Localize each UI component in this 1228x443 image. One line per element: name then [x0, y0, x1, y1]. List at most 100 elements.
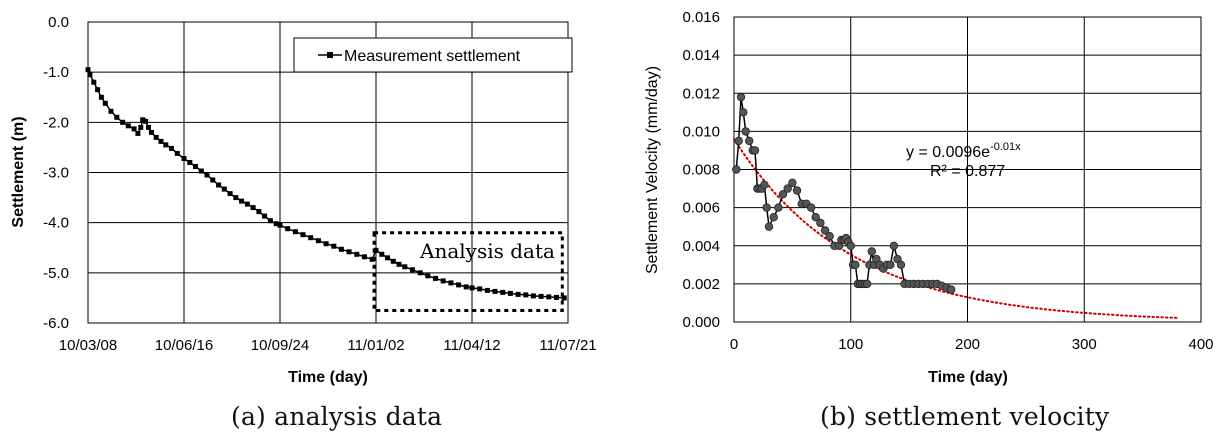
chart-a-data-point — [507, 290, 513, 296]
chart-a-data-point — [221, 186, 227, 192]
chart-b-y-tick-label: 0.014 — [682, 47, 720, 64]
settlement-chart: 10/03/08 10/06/16 10/09/24 11/01/02 11/04/12… — [10, 14, 597, 386]
chart-b-data-point — [886, 260, 895, 269]
chart-a-data-point — [338, 246, 344, 252]
chart-b-data-point — [846, 241, 855, 250]
chart-b-y-tick-label: 0.012 — [682, 85, 720, 102]
chart-a-y-tick-label: -3.0 — [43, 165, 69, 182]
chart-b-y-tick-label: 0.002 — [682, 276, 720, 293]
legend-marker-square — [327, 52, 333, 58]
chart-a-data-point — [323, 241, 329, 247]
trendline-r-squared: R² = 0.877 — [930, 163, 1005, 180]
chart-b-data-point — [750, 146, 760, 155]
chart-a-data-point — [273, 221, 279, 227]
chart-a-data-point — [410, 267, 415, 273]
chart-a-data-point — [500, 289, 506, 295]
chart-b-data-point — [820, 226, 830, 235]
chart-a-x-tick-label: 11/07/21 — [539, 337, 596, 354]
chart-a-data-point — [140, 117, 146, 123]
chart-a-data-point — [538, 293, 544, 299]
chart-a-data-point — [530, 293, 536, 299]
chart-b-data-point — [760, 180, 769, 189]
chart-a-data-point — [244, 201, 250, 207]
chart-a-data-point — [131, 126, 137, 132]
chart-a-data-point — [227, 191, 233, 197]
chart-b-x-tick-label: 400 — [1188, 336, 1213, 353]
chart-b-tick-labels: 0 100 200 300 400 0.000 0.002 0.004 0.006 0.008 0.… — [682, 9, 1213, 353]
settlement-velocity-chart: 0 100 200 300 400 0.000 0.002 0.004 0.006 0.008 0.… — [644, 9, 1214, 386]
chart-b-data-point — [741, 127, 750, 136]
chart-a-data-point — [385, 255, 390, 261]
chart-a-series-path — [87, 69, 565, 299]
chart-a-data-point — [198, 168, 204, 174]
chart-a-data-point — [95, 87, 101, 93]
trendline-path — [733, 138, 1179, 319]
chart-a-data-point — [417, 270, 423, 276]
chart-a-data-point — [561, 295, 567, 301]
chart-a-data-point — [146, 124, 151, 130]
chart-a-data-point — [292, 229, 298, 235]
chart-a-data-point — [300, 232, 306, 238]
chart-a-data-point — [369, 256, 375, 262]
chart-a-y-tick-label: -5.0 — [43, 265, 69, 282]
chart-b-data-point — [806, 203, 816, 212]
trendline-equation: y = 0.0096e-0.01x — [906, 141, 1021, 161]
chart-a-x-tick-label: 10/03/08 — [59, 337, 117, 354]
chart-a-data-point — [216, 182, 222, 188]
chart-a-x-tick-label: 10/09/24 — [251, 337, 309, 354]
chart-a-data-point — [331, 243, 337, 249]
trendline-equation-exponent: -0.01x — [990, 141, 1021, 153]
chart-b-series-line — [735, 96, 952, 291]
chart-a-data-point — [277, 222, 283, 228]
chart-a-data-point — [402, 264, 408, 270]
chart-a-data-point — [463, 284, 469, 290]
chart-a-y-tick-label: 0.0 — [48, 14, 69, 31]
chart-a-y-tick-label: -6.0 — [43, 315, 69, 332]
chart-a-data-point — [85, 67, 91, 73]
chart-a-data-point — [169, 145, 174, 151]
chart-a-data-point — [153, 134, 159, 140]
chart-a-data-point — [285, 226, 291, 232]
chart-b-data-point — [762, 203, 771, 212]
chart-a-data-point — [204, 172, 210, 178]
caption-a: (a) analysis data — [231, 402, 443, 431]
chart-b-data-point — [811, 212, 820, 222]
chart-a-data-point — [135, 130, 141, 136]
chart-a-data-point — [193, 164, 198, 169]
chart-b-y-tick-label: 0.008 — [682, 162, 720, 179]
chart-a-y-axis-label: Settlement (m) — [10, 116, 27, 227]
chart-a-plot-area — [87, 21, 569, 324]
chart-a-data-point — [148, 129, 154, 135]
legend-label: Measurement settlement — [344, 48, 521, 65]
analysis-data-annotation: Analysis data — [419, 239, 555, 263]
chart-a-data-point — [362, 254, 367, 260]
chart-a-tick-labels: 10/03/08 10/06/16 10/09/24 11/01/02 11/04/12… — [43, 14, 597, 354]
chart-a-series-line — [87, 69, 565, 299]
chart-a-data-point — [262, 213, 268, 219]
caption-b: (b) settlement velocity — [820, 402, 1110, 431]
chart-a-data-point — [158, 138, 164, 144]
chart-a-data-point — [181, 156, 187, 161]
chart-a-data-point — [390, 258, 396, 264]
chart-a-data-point — [250, 205, 256, 211]
chart-a-data-point — [114, 114, 120, 120]
chart-a-data-point — [256, 209, 262, 215]
chart-b-data-point — [745, 136, 754, 146]
chart-b-data-point — [774, 203, 783, 212]
chart-a-y-tick-label: -4.0 — [43, 215, 69, 232]
chart-b-data-point — [736, 92, 746, 102]
chart-a-data-point — [354, 251, 360, 257]
chart-b-data-point — [734, 136, 743, 146]
chart-b-data-point — [896, 260, 906, 269]
chart-b-x-tick-label: 200 — [955, 336, 980, 353]
chart-b-y-axis-label: Settlement Velocity (mm/day) — [644, 66, 661, 274]
chart-a-data-point — [91, 79, 97, 85]
chart-a-data-point — [546, 294, 552, 300]
chart-b-series-points — [732, 92, 956, 294]
trendline-equation-base: y = 0.0096e — [906, 144, 990, 161]
chart-a-data-point — [433, 275, 438, 281]
chart-b-y-tick-label: 0.000 — [682, 314, 720, 331]
chart-b-data-point — [889, 241, 899, 250]
chart-b-data-point — [862, 279, 872, 289]
